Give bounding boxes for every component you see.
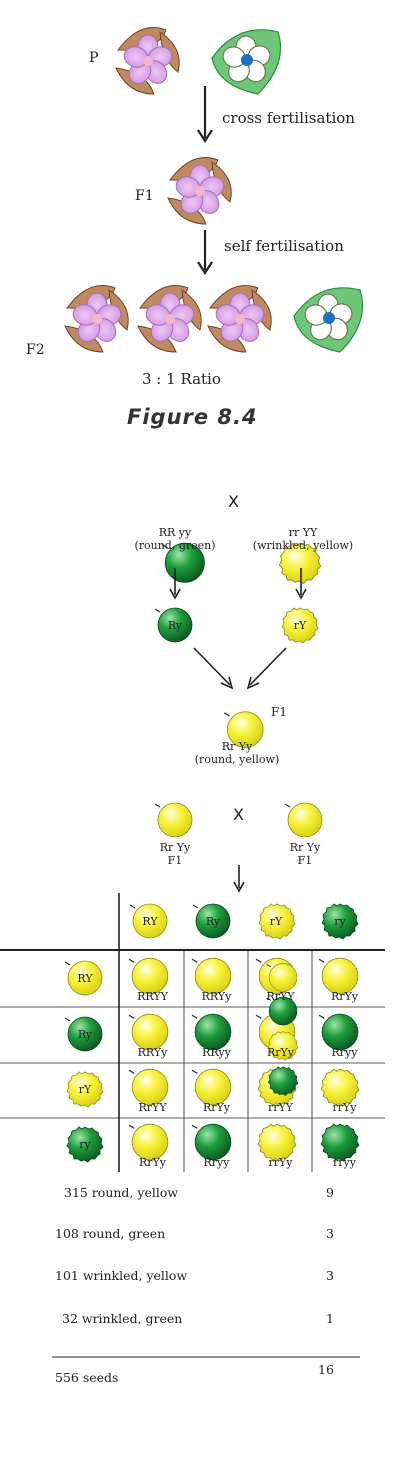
cross-left-genotype: Rr Yy — [159, 841, 191, 854]
summary-total-label: 556 seeds — [55, 1370, 119, 1385]
parent2-genotype: rr YY — [288, 526, 318, 539]
cell-seed-3-1 — [191, 1123, 232, 1161]
punnett-grid — [0, 893, 385, 1172]
summary-row-1-label: 108 round, green — [55, 1226, 166, 1241]
cell-1-3: Rryy — [331, 1046, 358, 1059]
f2-pink-flower-2 — [137, 285, 202, 353]
p-white-flower — [211, 29, 282, 95]
summary-row-0-label: 315 round, yellow — [64, 1185, 179, 1200]
cell-seed-2-1 — [191, 1068, 232, 1106]
cell-seed-1-0 — [128, 1013, 169, 1051]
f1-seed-tag: F1 — [271, 705, 287, 719]
f1-traits: (round, yellow) — [194, 753, 280, 766]
summary-total-ratio: 16 — [318, 1362, 334, 1377]
cell-0-2: RrYY — [266, 990, 295, 1003]
cross-right-genotype: Rr Yy — [289, 841, 321, 854]
row-gamete-3: ry — [79, 1138, 91, 1151]
row-gamete-2: rY — [78, 1083, 92, 1096]
cell-3-0: RrYy — [138, 1156, 167, 1169]
cell-seed-0-0 — [128, 957, 169, 995]
p-pink-flower — [115, 27, 180, 95]
p-label: P — [89, 50, 99, 66]
summary-row-3-ratio: 1 — [326, 1311, 334, 1326]
cell-1-0: RRYy — [137, 1046, 168, 1059]
cell-1-2: RrYy — [266, 1046, 295, 1059]
ratio-label: 3 : 1 Ratio — [142, 370, 221, 388]
f2-pink-flower-1 — [64, 285, 129, 353]
summary-row-1-ratio: 3 — [326, 1226, 334, 1241]
cross-right-seed — [284, 802, 323, 838]
cross-x-bottom: X — [233, 805, 244, 824]
cross-x-top: X — [228, 492, 239, 511]
summary-row-3-label: 32 wrinkled, green — [62, 1311, 183, 1326]
f1-pink-flower — [167, 157, 232, 225]
cross-left-seed — [154, 802, 193, 838]
f1-label-block: Rr Yy (round, yellow) — [170, 740, 304, 766]
cross-fertilisation-label: cross fertilisation — [222, 109, 355, 127]
summary-row-0-ratio: 9 — [326, 1185, 334, 1200]
cell-seed-0-3 — [318, 957, 359, 995]
cross-right-gen: F1 — [297, 854, 313, 867]
cell-2-3: rrYy — [332, 1101, 357, 1114]
cell-1-1: RRyy — [202, 1046, 231, 1059]
cell-2-2: rrYY — [267, 1101, 294, 1114]
parent1-genotype: RR yy — [158, 526, 192, 539]
figure-caption: Figure 8.4 — [127, 405, 258, 429]
gamete2-label: rY — [293, 619, 307, 632]
f1-genotype: Rr Yy — [221, 740, 253, 753]
cell-seed-0-1 — [191, 957, 232, 995]
col-gamete-3: ry — [334, 915, 346, 928]
cell-seed-1-3 — [318, 1013, 359, 1051]
cross-left-label: Rr Yy F1 — [140, 841, 210, 867]
f2-label: F2 — [26, 342, 45, 358]
cell-0-3: RrYy — [330, 990, 359, 1003]
row-gamete-1: Ry — [77, 1028, 93, 1041]
col-gamete-0: RY — [142, 915, 158, 928]
col-gamete-1: Ry — [205, 915, 221, 928]
parent2-label: rr YY (wrinkled, yellow) — [234, 526, 372, 552]
f2-white-flower — [293, 287, 364, 353]
punnett-seeds — [64, 903, 360, 1163]
self-fertilisation-label: self fertilisation — [224, 237, 344, 255]
cell-2-0: RrYY — [138, 1101, 167, 1114]
cell-3-2: rrYy — [268, 1156, 293, 1169]
cell-0-0: RRYY — [137, 990, 168, 1003]
cell-0-1: RRYy — [201, 990, 232, 1003]
parent2-traits: (wrinkled, yellow) — [252, 539, 354, 552]
parent1-traits: (round, green) — [134, 539, 216, 552]
cell-3-3: rryy — [333, 1156, 356, 1169]
f1-label: F1 — [135, 188, 154, 204]
cell-seed-3-0 — [128, 1123, 169, 1161]
cell-seed-2-0 — [128, 1068, 169, 1106]
gamete1-label: Ry — [167, 619, 183, 632]
cell-3-1: Rryy — [203, 1156, 230, 1169]
f2-pink-flower-3 — [207, 285, 272, 353]
row-gamete-0: RY — [77, 972, 93, 985]
cross-right-label: Rr Yy F1 — [270, 841, 340, 867]
cell-seed-1-1 — [191, 1013, 232, 1051]
cell-2-1: RrYy — [202, 1101, 231, 1114]
parent1-label: RR yy (round, green) — [120, 526, 230, 552]
cross-left-gen: F1 — [167, 854, 183, 867]
summary-row-2-label: 101 wrinkled, yellow — [55, 1268, 188, 1283]
col-gamete-2: rY — [269, 915, 283, 928]
summary-row-2-ratio: 3 — [326, 1268, 334, 1283]
